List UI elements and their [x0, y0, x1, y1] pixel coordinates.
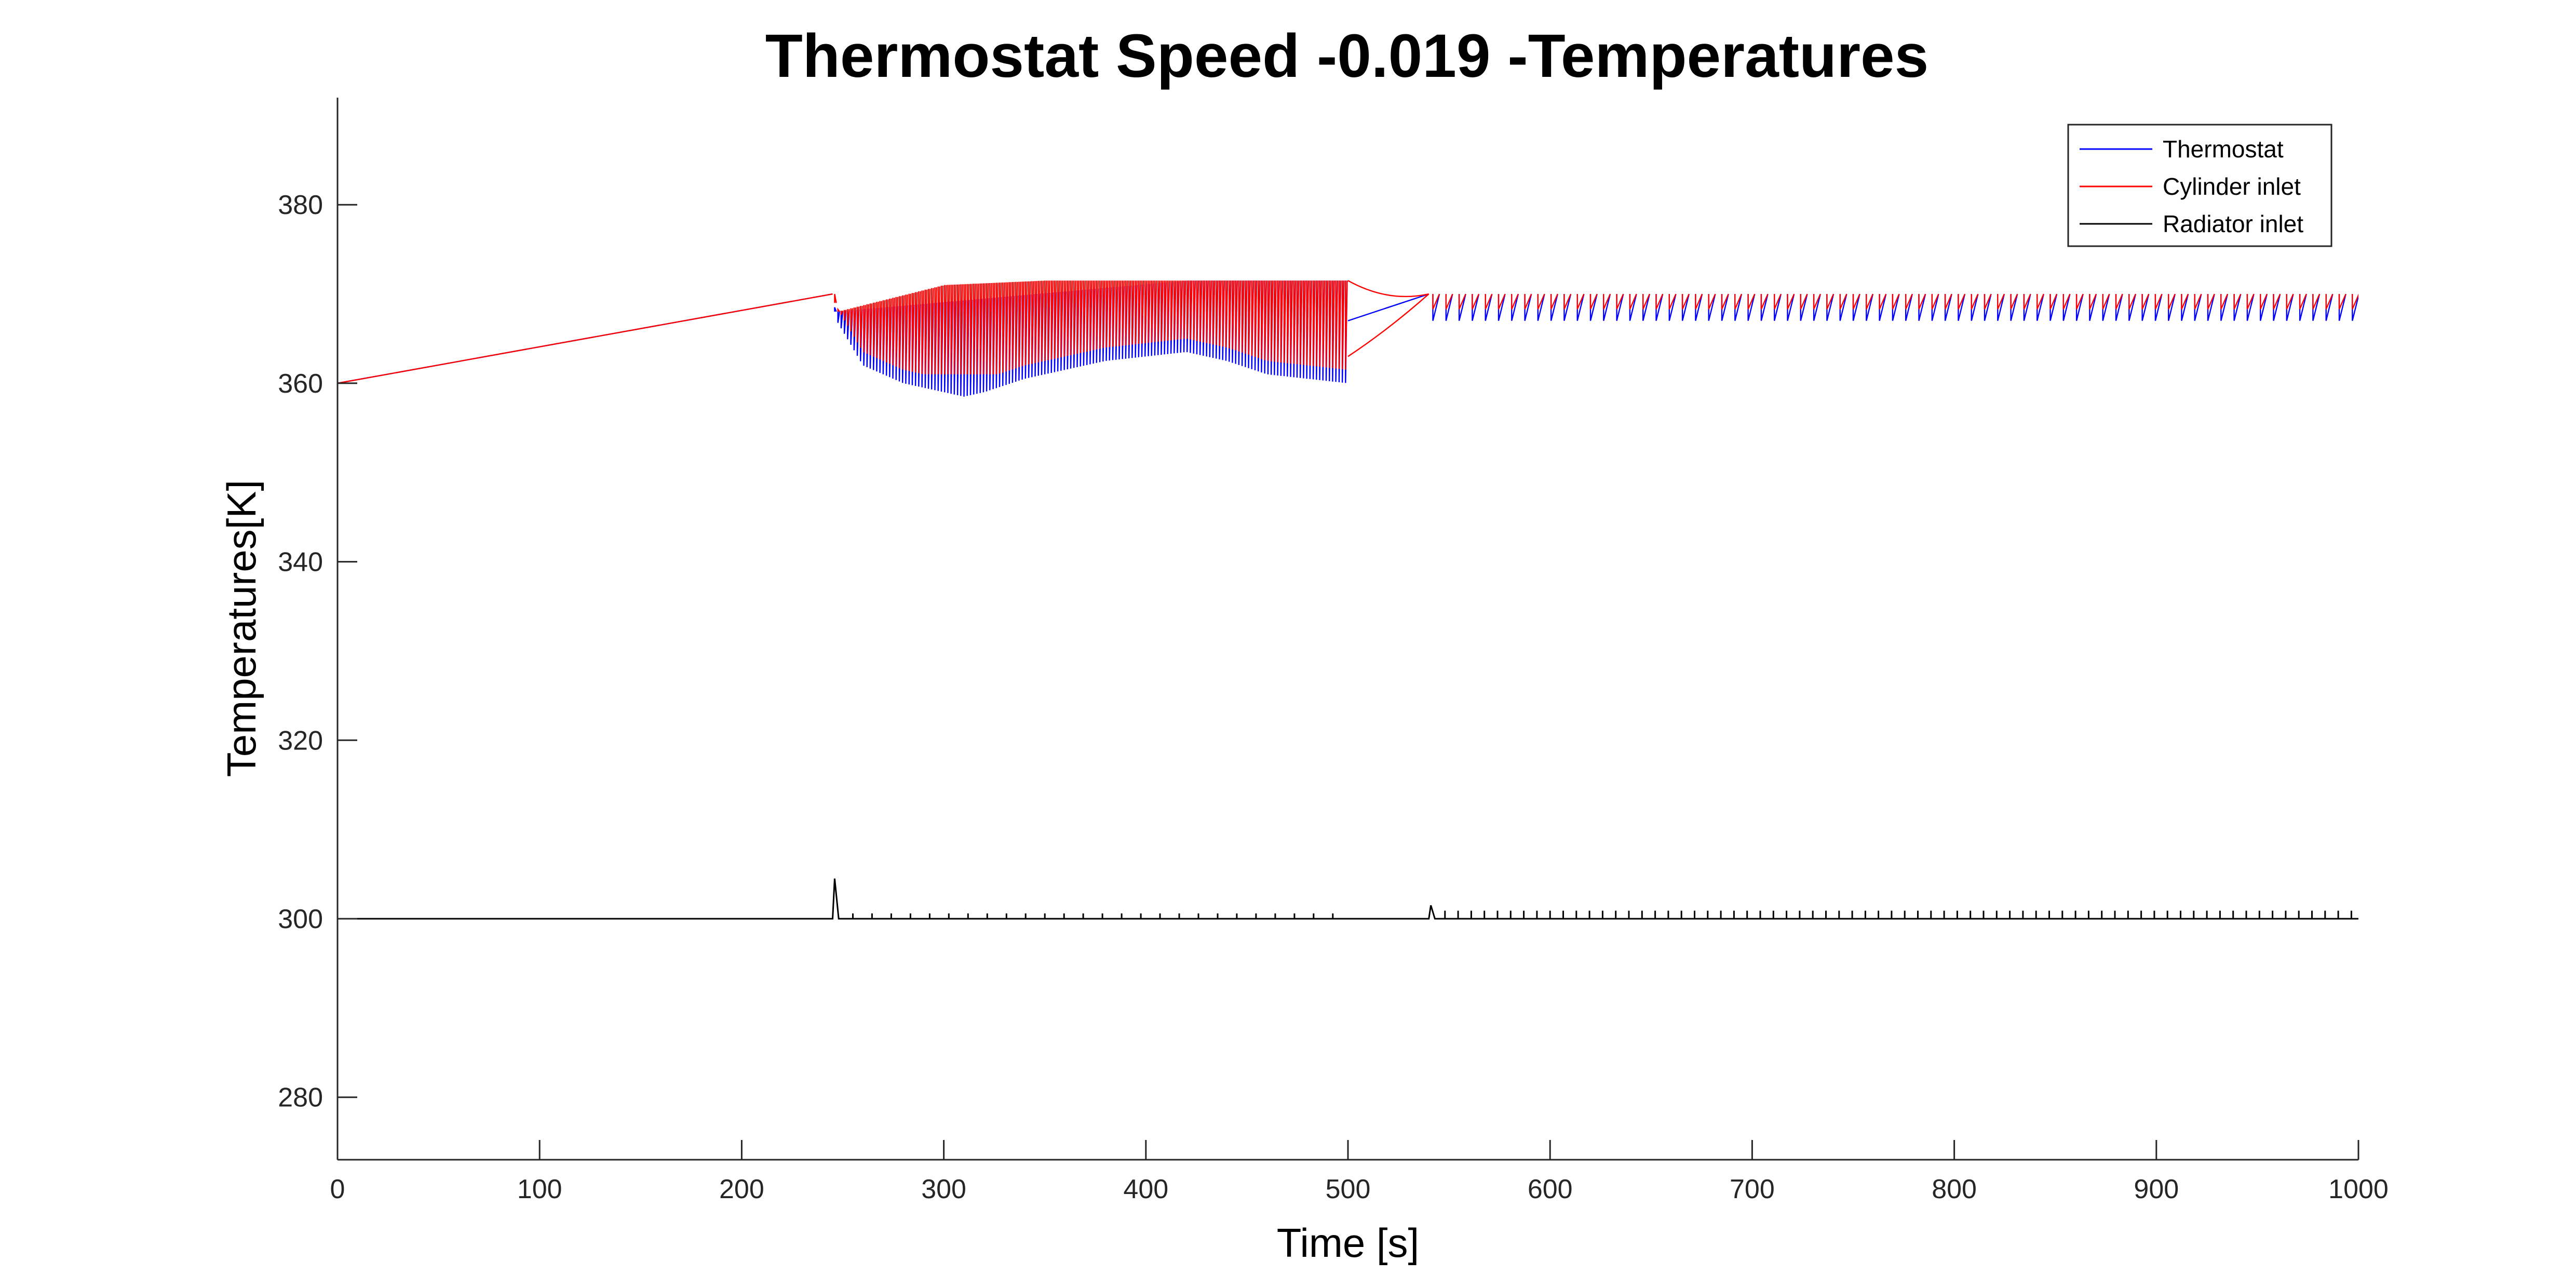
x-tick-label: 300 — [921, 1174, 966, 1204]
y-tick-label: 300 — [278, 904, 323, 934]
series-cylinder-inlet — [338, 280, 2358, 384]
x-tick-label: 100 — [517, 1174, 562, 1204]
series-line — [338, 280, 2358, 384]
x-tick-label: 500 — [1326, 1174, 1371, 1204]
legend: Thermostat Cylinder inlet Radiator inlet — [2067, 124, 2332, 247]
legend-entry-label: Thermostat — [2163, 136, 2284, 163]
x-tick-label: 700 — [1730, 1174, 1775, 1204]
legend-entry-label: Cylinder inlet — [2163, 173, 2301, 200]
x-axis-label: Time [s] — [1277, 1220, 1419, 1266]
plot-area — [338, 280, 2358, 920]
x-tick-label: 400 — [1123, 1174, 1168, 1204]
x-tick-label: 900 — [2134, 1174, 2179, 1204]
y-axis-label: Temperatures[K] — [219, 480, 264, 777]
series-radiator-inlet — [338, 878, 2358, 920]
series-layer — [338, 280, 2358, 920]
x-tick-label: 1000 — [2328, 1174, 2389, 1204]
x-tick-label: 0 — [330, 1174, 345, 1204]
x-axis-ticks: 0 100 200 300 400 500 600 700 800 900 1000 — [330, 1140, 2389, 1204]
legend-entry-label: Radiator inlet — [2163, 210, 2303, 237]
x-tick-label: 800 — [1932, 1174, 1977, 1204]
y-tick-label: 280 — [278, 1083, 323, 1113]
chart-title: Thermostat Speed -0.019 -Temperatures — [765, 22, 1929, 90]
legend-box — [2067, 124, 2332, 247]
y-axis-ticks: 280 300 320 340 360 380 — [278, 190, 357, 1113]
x-tick-label: 600 — [1528, 1174, 1573, 1204]
x-tick-label: 200 — [719, 1174, 764, 1204]
y-tick-label: 320 — [278, 726, 323, 756]
y-tick-label: 360 — [278, 369, 323, 399]
y-tick-label: 380 — [278, 190, 323, 220]
y-tick-label: 340 — [278, 547, 323, 578]
series-line — [338, 878, 2358, 920]
